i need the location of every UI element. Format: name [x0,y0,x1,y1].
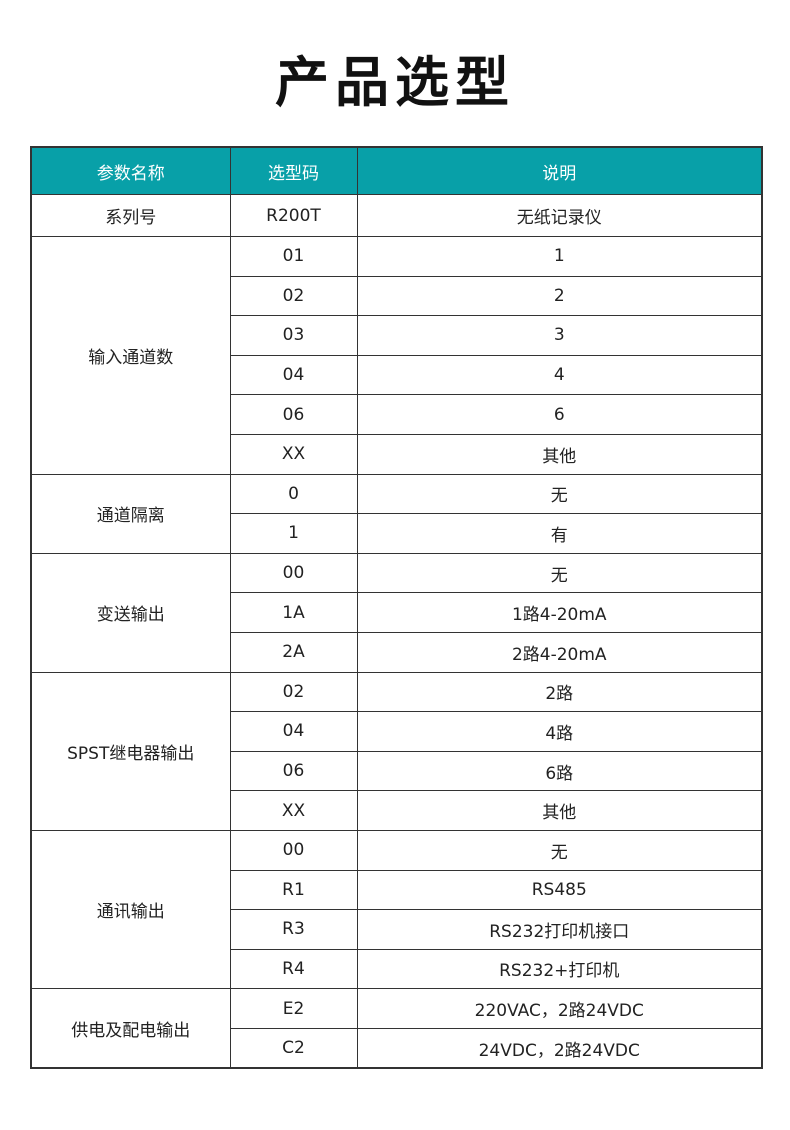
code-cell: 06 [229,750,358,792]
code-cell: 04 [229,354,358,396]
code-cell: R4 [229,948,358,990]
code-cell: 06 [229,394,358,435]
description-cell: 有 [356,513,763,554]
description-cell: 6路 [356,750,763,792]
table-row: R4 RS232+打印机 [31,948,763,990]
parameter-name-cell: 供电及配电输出 [30,988,231,1069]
description-cell: 1 [356,236,763,277]
code-cell: 04 [229,711,358,752]
table-header-row: 参数名称 选型码 说明 [30,146,763,195]
table-row: C2 24VDC，2路24VDC [31,1027,763,1069]
page-title: 产品选型 [275,51,515,114]
table-row: 通道隔离 0 无 [30,473,763,554]
parameter-name-cell: 系列号 [30,194,231,237]
header-parameter-name: 参数名称 [30,146,231,195]
code-cell: 2A [229,631,358,673]
description-cell: 无 [356,473,763,515]
table-row: XX 其他 [31,790,763,831]
description-cell: RS485 [356,869,763,911]
description-cell: 其他 [356,433,763,475]
description-cell: 1路4-20mA [356,592,763,633]
parameter-name-cell: 通道隔离 [30,473,231,554]
description-cell: 2路4-20mA [356,631,763,673]
table-body: 系列号 R200T 无纸记录仪 输入通道数 01 1 02 2 03 3 04 4 06 6 XX 其他 通道隔… [30,194,763,1069]
description-cell: 无纸记录仪 [356,194,763,237]
header-selection-code: 选型码 [229,146,358,195]
description-cell: 4路 [356,711,763,752]
code-cell: 01 [229,236,358,277]
table-row: R1 RS485 [31,869,763,911]
table-row: 1A 1路4-20mA [31,592,763,633]
parameter-name-cell: 通讯输出 [30,829,231,990]
code-cell: XX [229,433,358,475]
code-cell: 1A [229,592,358,633]
code-cell: 0 [229,473,358,515]
header-description: 说明 [356,146,763,195]
code-cell: 1 [229,513,358,554]
description-cell: 无 [356,552,763,594]
table-row: 04 4路 [31,711,763,752]
code-cell: 02 [229,275,358,317]
table-row: 通讯输出 00 无 [30,829,763,990]
product-selection-table: 参数名称 选型码 说明 系列号 R200T 无纸记录仪 输入通道数 01 1 02 2 03 3 0… [30,146,763,1070]
code-cell: R3 [229,909,358,950]
code-cell: C2 [229,1027,358,1069]
parameter-name-cell: SPST继电器输出 [30,671,231,831]
table-row: SPST继电器输出 02 2路 [30,671,763,831]
code-cell: 00 [229,829,358,871]
table-row: 输入通道数 01 1 [30,236,763,475]
code-cell: E2 [229,988,358,1029]
description-cell: 4 [356,354,763,396]
table-row: 变送输出 00 无 [30,552,763,673]
code-cell: 00 [229,552,358,594]
code-cell: XX [229,790,358,831]
parameter-name-cell: 变送输出 [30,552,231,673]
parameter-name-cell: 输入通道数 [30,236,231,475]
description-cell: 其他 [356,790,763,831]
description-cell: RS232打印机接口 [356,909,763,950]
table-row: 04 4 [31,354,763,396]
description-cell: 2路 [356,671,763,713]
code-cell: R1 [229,869,358,911]
description-cell: RS232+打印机 [356,948,763,990]
table-row: 02 2 [31,275,763,317]
code-cell: 02 [229,671,358,713]
description-cell: 无 [356,829,763,871]
table-row: 供电及配电输出 E2 220VAC，2路24VDC [30,988,763,1069]
description-cell: 3 [356,315,763,356]
table-row: R3 RS232打印机接口 [31,909,763,950]
description-cell: 6 [356,394,763,435]
code-cell: 03 [229,315,358,356]
description-cell: 220VAC，2路24VDC [356,988,763,1029]
description-cell: 2 [356,275,763,317]
table-row: 系列号 R200T 无纸记录仪 [30,194,763,237]
code-cell: R200T [229,194,358,237]
description-cell: 24VDC，2路24VDC [356,1027,763,1069]
